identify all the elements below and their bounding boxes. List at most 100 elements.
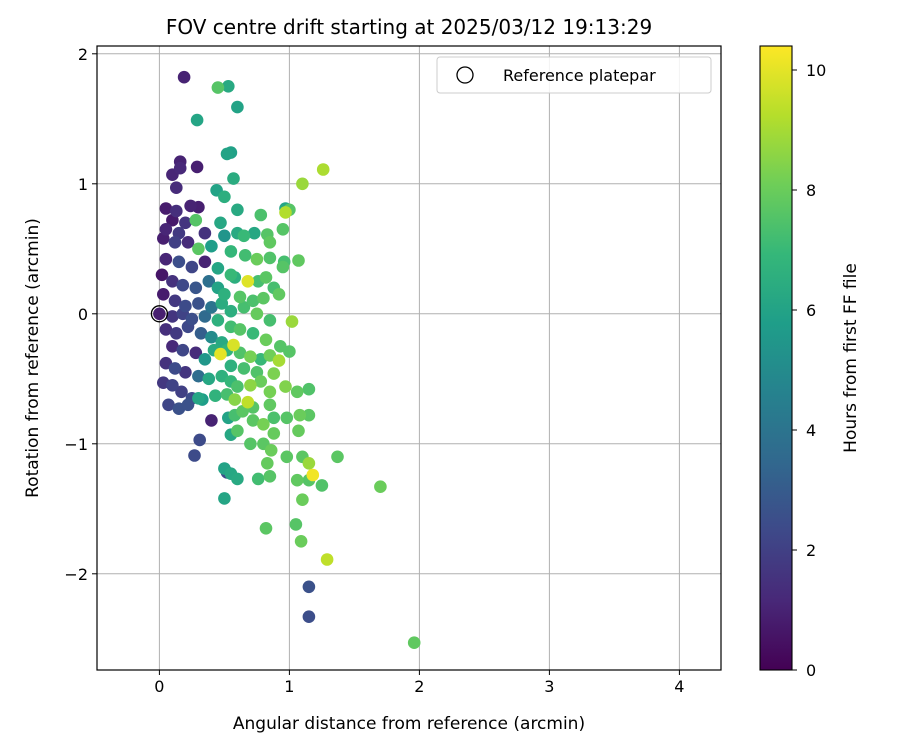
data-point <box>189 281 203 295</box>
data-point <box>192 392 205 405</box>
data-point <box>231 380 244 393</box>
data-point <box>263 236 277 249</box>
data-point <box>202 372 216 386</box>
data-point <box>224 304 238 318</box>
data-point <box>166 310 179 323</box>
data-point <box>155 268 169 282</box>
data-point <box>292 254 305 267</box>
y-tick-label: 2 <box>78 45 88 64</box>
data-point <box>289 518 303 531</box>
data-point <box>172 255 186 269</box>
data-point <box>259 522 273 535</box>
data-point <box>202 275 216 288</box>
data-point <box>192 242 205 256</box>
data-point <box>170 204 183 218</box>
plot-frame <box>96 45 722 671</box>
legend-label: Reference platepar <box>503 66 656 85</box>
data-point <box>320 553 334 566</box>
data-point <box>198 353 212 366</box>
data-point <box>279 380 292 393</box>
x-tick-label: 1 <box>284 677 294 696</box>
data-point <box>166 340 179 353</box>
data-point <box>237 229 251 243</box>
data-point <box>166 379 179 392</box>
data-point <box>290 473 304 487</box>
colorbar-tick-label: 10 <box>806 61 826 80</box>
data-point <box>233 290 247 304</box>
colorbar-tick-label: 4 <box>806 421 816 440</box>
colorbar-tick-label: 2 <box>806 541 816 560</box>
data-point <box>285 315 299 328</box>
data-point <box>233 323 247 336</box>
y-tick-label: 1 <box>78 175 88 194</box>
data-point <box>246 294 260 308</box>
y-tick-label: 0 <box>78 305 88 324</box>
y-axis-label: Rotation from reference (arcmin) <box>23 218 43 498</box>
data-point <box>218 229 231 243</box>
data-point <box>276 223 290 236</box>
legend-reference-marker <box>456 66 474 84</box>
data-point <box>198 226 212 240</box>
colorbar-label: Hours from first FF file <box>841 263 861 453</box>
data-point <box>214 216 227 230</box>
data-point <box>292 424 305 438</box>
data-point <box>194 327 208 340</box>
data-point <box>214 347 227 361</box>
data-point <box>250 252 264 266</box>
data-point <box>185 312 199 326</box>
data-point <box>177 70 191 84</box>
data-point <box>205 414 218 427</box>
data-point <box>276 260 290 274</box>
data-point <box>211 81 225 94</box>
legend-box <box>436 56 712 94</box>
data-point <box>374 480 387 494</box>
data-point <box>231 100 244 114</box>
data-point <box>153 307 166 321</box>
data-point <box>181 398 195 412</box>
data-point <box>205 239 218 253</box>
data-point <box>302 580 316 594</box>
data-point <box>316 163 330 176</box>
data-point <box>237 362 251 375</box>
data-point <box>170 327 183 340</box>
data-point <box>184 199 197 213</box>
data-point <box>244 379 257 392</box>
data-point <box>306 468 320 482</box>
data-point <box>179 216 192 230</box>
data-point <box>302 382 316 396</box>
data-point <box>238 249 252 262</box>
data-point <box>224 245 238 258</box>
data-point <box>192 297 205 310</box>
data-point <box>222 80 235 93</box>
data-point <box>254 375 268 388</box>
data-point <box>264 444 278 457</box>
data-point <box>157 288 170 301</box>
colorbar-tick-label: 0 <box>806 661 816 680</box>
data-point <box>296 493 309 507</box>
data-point <box>272 354 286 367</box>
data-point <box>179 299 192 313</box>
colorbar-tick-label: 8 <box>806 181 816 200</box>
data-point <box>302 457 316 470</box>
data-point <box>259 333 273 347</box>
data-point <box>190 113 204 127</box>
data-point <box>205 330 218 344</box>
data-point <box>168 294 182 308</box>
data-point <box>248 226 261 240</box>
data-point <box>331 450 344 464</box>
data-point <box>159 223 173 236</box>
x-axis-label: Angular distance from reference (arcmin) <box>233 714 585 734</box>
data-point <box>193 433 206 447</box>
colorbar: 0 2 4 6 8 10 Hours from first FF file <box>759 45 861 680</box>
data-point <box>218 190 231 204</box>
data-point <box>231 472 244 486</box>
data-point <box>220 147 234 161</box>
data-point <box>293 408 307 422</box>
data-point <box>166 275 179 288</box>
data-point <box>192 369 205 383</box>
data-point <box>259 271 273 284</box>
data-point <box>251 472 265 486</box>
data-point <box>302 408 316 422</box>
data-point <box>190 160 204 174</box>
data-point <box>173 161 187 175</box>
